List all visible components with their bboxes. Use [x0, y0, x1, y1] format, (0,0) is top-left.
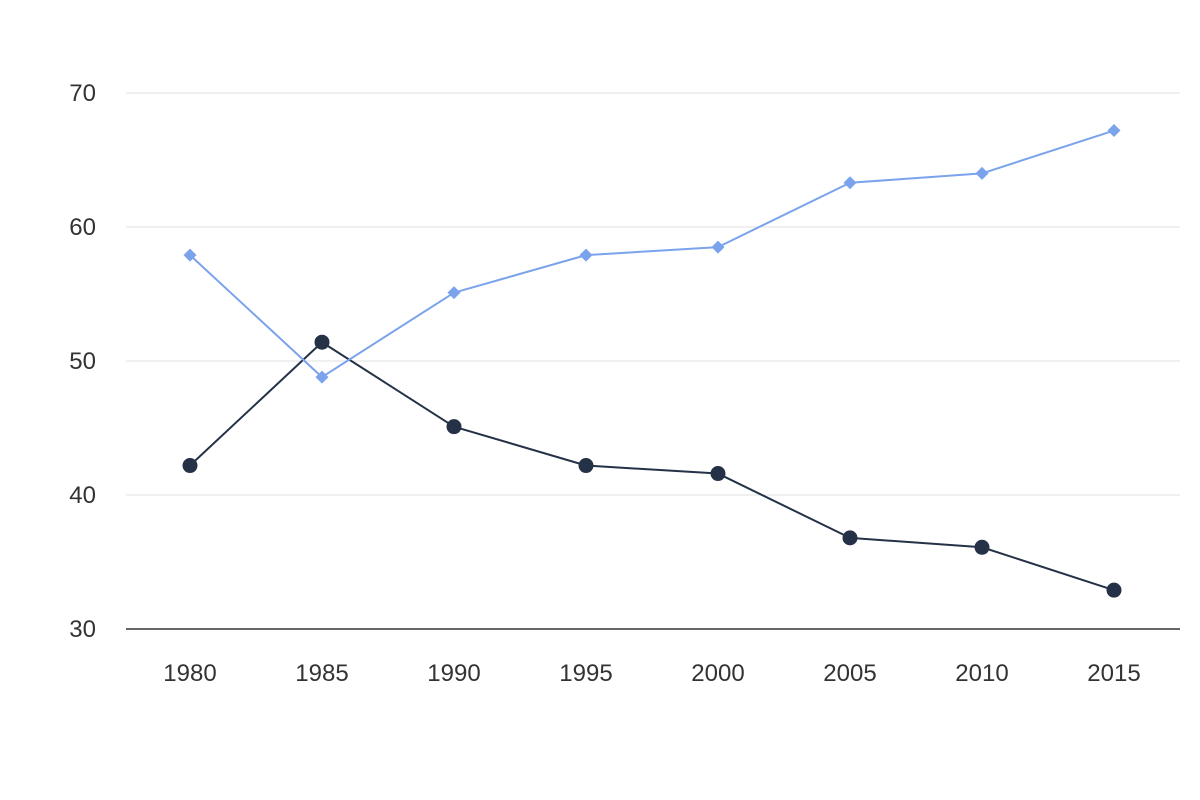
series-2-point: [1107, 124, 1121, 138]
x-tick-label: 2005: [823, 660, 876, 687]
series-1-point: [842, 530, 858, 546]
y-tick-label: 50: [69, 348, 96, 375]
series-1-point: [974, 539, 990, 555]
series-2-point: [315, 370, 329, 384]
series-2-point: [843, 176, 857, 190]
y-tick-label: 30: [69, 616, 96, 643]
y-tick-label: 70: [69, 80, 96, 107]
series-2-point: [183, 248, 197, 262]
series-1-point: [710, 466, 726, 482]
y-axis-tick-labels: 30 40 50 60 70: [69, 80, 96, 643]
x-tick-label: 1995: [559, 660, 612, 687]
series-1-line: [189, 341, 1115, 592]
series-markers: [182, 124, 1122, 598]
gridlines: [126, 92, 1180, 496]
y-tick-label: 60: [69, 214, 96, 241]
series-1-point: [314, 334, 330, 350]
y-tick-label: 40: [69, 482, 96, 509]
x-tick-label: 1990: [427, 660, 480, 687]
series-1-point: [578, 458, 594, 474]
series-lines: [189, 129, 1115, 592]
series-2-line: [189, 129, 1115, 379]
series-1-point: [182, 458, 198, 474]
x-tick-label: 2015: [1087, 660, 1140, 687]
x-tick-label: 1980: [163, 660, 216, 687]
x-tick-label: 2000: [691, 660, 744, 687]
series-2-point: [447, 286, 461, 300]
series-1-point: [446, 419, 462, 435]
series-2-point: [579, 248, 593, 262]
x-tick-label: 2010: [955, 660, 1008, 687]
x-axis-tick-labels: 1980 1985 1990 1995 2000 2005 2010 2015: [163, 660, 1140, 687]
series-1-point: [1106, 582, 1122, 598]
x-tick-label: 1985: [295, 660, 348, 687]
series-2-point: [975, 166, 989, 180]
series-2-point: [711, 240, 725, 254]
